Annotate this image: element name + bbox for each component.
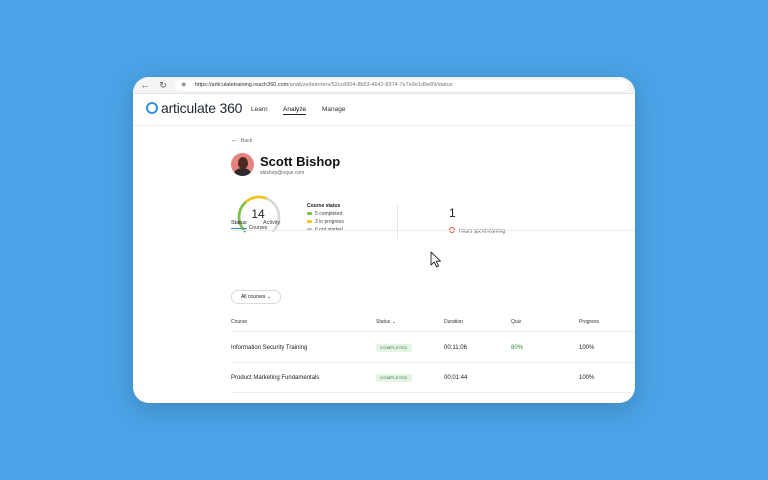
- column-header-progress: Progress: [579, 319, 600, 325]
- status-badge: COMPLETED: [376, 344, 412, 352]
- column-header-quiz: Quiz: [511, 319, 522, 325]
- header-divider: [231, 331, 635, 332]
- all-courses-filter[interactable]: All courses ⌄: [231, 290, 281, 304]
- courses-label: Courses: [248, 225, 268, 231]
- learner-name: Scott Bishop: [260, 154, 341, 169]
- completed-swatch-icon: [307, 212, 312, 216]
- back-arrow-icon: ←: [231, 137, 238, 144]
- url-host: https://articulatetraining.reach360.com: [195, 82, 289, 88]
- site-info-icon[interactable]: ◉: [181, 82, 187, 88]
- back-label: Back: [241, 138, 253, 144]
- back-link[interactable]: ← Back: [231, 137, 252, 145]
- ring-in-progress-arc: [245, 195, 267, 203]
- tabs-divider: [231, 230, 635, 231]
- course-status-title: Course status: [307, 203, 341, 209]
- learner-email: sbishop@oque.com: [260, 170, 305, 176]
- status-header-label: Status: [376, 319, 391, 325]
- not-started-swatch-icon: [307, 228, 312, 232]
- course-name[interactable]: Information Security Training: [231, 345, 308, 351]
- progress-value: 100%: [579, 375, 595, 381]
- app-logo-text[interactable]: articulate 360: [161, 100, 243, 116]
- sort-chevron-icon: ⌄: [391, 319, 396, 325]
- duration-value: 00:11:06: [444, 345, 467, 351]
- address-bar[interactable]: ◉ https://articulatetraining.reach360.co…: [175, 80, 629, 91]
- column-header-duration: Duration: [444, 319, 463, 325]
- avatar: [231, 153, 254, 176]
- articulate-logo-icon[interactable]: [146, 102, 158, 114]
- status-completed: 5 completed: [307, 210, 344, 218]
- courses-count: 14: [251, 207, 265, 221]
- filter-label: All courses: [240, 294, 266, 300]
- course-name[interactable]: Product Marketing Fundamentals: [231, 375, 320, 381]
- in-progress-swatch-icon: [307, 220, 312, 224]
- column-header-course: Course: [231, 319, 248, 325]
- nav-manage[interactable]: Manage: [322, 106, 346, 113]
- url-path: /analyze/learners/52ccd904-8b53-4642-837…: [288, 82, 453, 88]
- row-divider: [231, 362, 635, 363]
- status-completed-label: 5 completed: [315, 211, 343, 217]
- quiz-score: 80%: [511, 345, 524, 351]
- nav-learn[interactable]: Learn: [251, 106, 268, 113]
- nav-analyze[interactable]: Analyze: [283, 106, 307, 115]
- tab-status[interactable]: Status: [231, 219, 247, 229]
- status-in-progress-label: 3 in progress: [315, 219, 344, 225]
- reload-icon[interactable]: ↻: [159, 80, 167, 90]
- column-header-status[interactable]: Status ⌄: [376, 319, 396, 326]
- chevron-down-icon: ⌄: [266, 294, 272, 300]
- app-header: articulate 360 Learn Analyze Manage: [133, 94, 635, 126]
- summary-divider: [397, 205, 398, 239]
- status-badge: COMPLETED: [376, 374, 412, 382]
- row-divider: [231, 392, 635, 393]
- back-arrow-icon[interactable]: ←: [140, 80, 150, 90]
- status-in-progress: 3 in progress: [307, 218, 344, 226]
- mouse-pointer-icon: [430, 251, 441, 268]
- browser-toolbar: ← ↻ ◉ https://articulatetraining.reach36…: [133, 77, 635, 94]
- hours-value: 1: [449, 206, 456, 220]
- tab-activity[interactable]: Activity: [263, 220, 281, 226]
- browser-window: ← ↻ ◉ https://articulatetraining.reach36…: [133, 77, 635, 403]
- duration-value: 00:01:44: [444, 375, 468, 381]
- progress-value: 100%: [579, 345, 595, 351]
- hours-label: Hours spent learning: [459, 228, 506, 235]
